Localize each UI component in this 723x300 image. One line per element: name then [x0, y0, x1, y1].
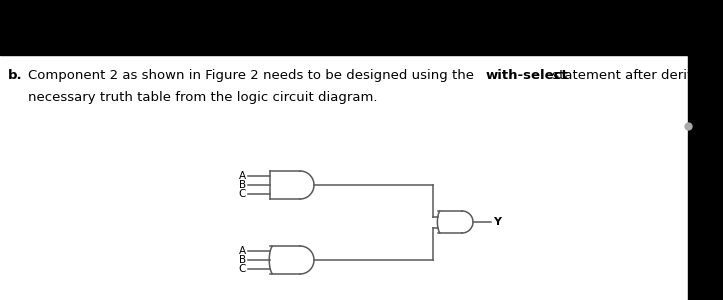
Text: C: C [239, 189, 246, 199]
Text: Component 2 as shown in Figure 2 needs to be designed using the: Component 2 as shown in Figure 2 needs t… [28, 69, 478, 82]
Text: A: A [239, 171, 246, 181]
Text: B: B [239, 255, 246, 265]
Bar [0, 0, 723, 55]
Bar [688, 0, 723, 300]
Text: C: C [239, 264, 246, 274]
Text: b.: b. [8, 69, 22, 82]
Text: A: A [239, 246, 246, 256]
Text: with-select: with-select [486, 69, 569, 82]
Text: necessary truth table from the logic circuit diagram.: necessary truth table from the logic cir… [28, 91, 377, 104]
Text: statement after deriving the: statement after deriving the [548, 69, 723, 82]
Text: B: B [239, 180, 246, 190]
Text: Y: Y [493, 217, 501, 227]
